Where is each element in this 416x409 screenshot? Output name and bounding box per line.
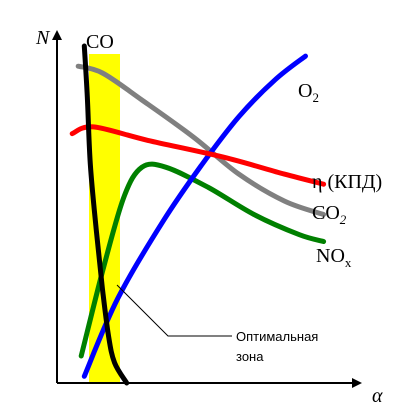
series-label-o2: O2 (298, 80, 319, 105)
optimal-zone-label-line2: зона (236, 349, 264, 364)
y-axis-label: N (35, 27, 51, 49)
series-line-co2 (75, 63, 327, 217)
x-axis-label: α (372, 385, 383, 407)
series-line-o2 (81, 53, 308, 379)
series-line-eta (69, 124, 327, 187)
series-line-co (81, 43, 130, 386)
series-label-co2: CO2 (312, 202, 347, 227)
optimal-zone-label-line1: Оптимальная (236, 329, 318, 344)
series-label-eta: η (КПД) (312, 171, 382, 193)
series-line-nox (78, 161, 327, 359)
optimal-zone-leader (116, 284, 232, 337)
series-layer (69, 43, 327, 386)
series-label-nox: NOx (316, 245, 352, 270)
series-label-co: CO (86, 31, 114, 53)
